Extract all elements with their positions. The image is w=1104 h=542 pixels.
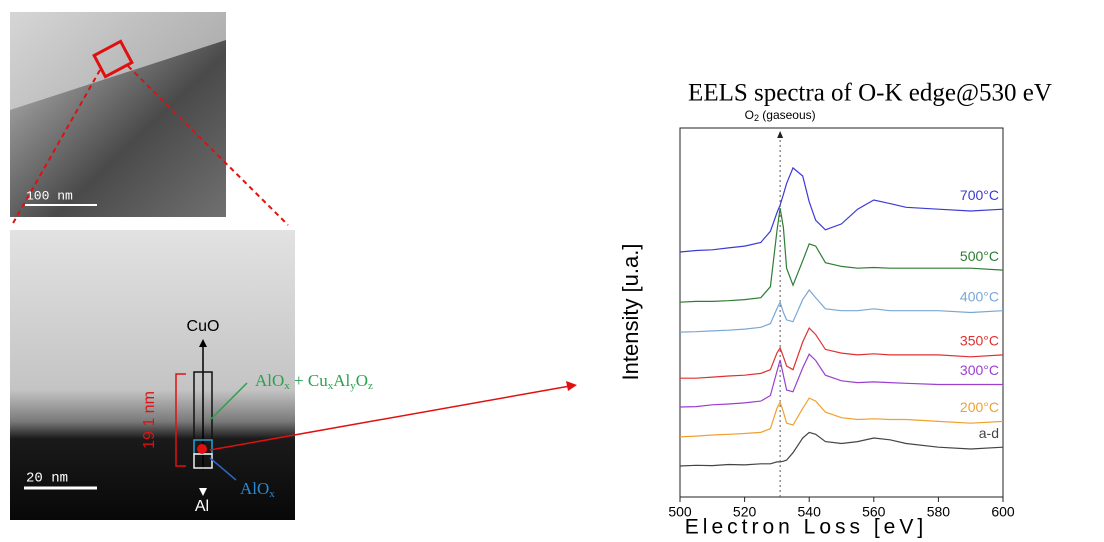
thickness-label: 19.1 nm — [141, 391, 158, 449]
x-tick-label: 560 — [862, 504, 886, 520]
region-box — [193, 453, 213, 469]
y-axis-label: Intensity [u.a.] — [618, 244, 643, 381]
label-part: x — [269, 488, 275, 500]
annotation-part: (gaseous) — [759, 108, 816, 122]
annotation-part: O — [745, 108, 754, 122]
label-part: + Cu — [290, 371, 328, 390]
chart-title: EELS spectra of O-K edge@530 eV — [688, 80, 1052, 107]
spectrum — [679, 397, 1004, 438]
label-part: AlO — [240, 479, 269, 498]
marker-arrowhead — [777, 131, 784, 138]
x-tick-label: 580 — [927, 504, 951, 520]
annotation-part: 2 — [754, 113, 759, 123]
spectrum — [679, 207, 1004, 303]
pointer — [209, 382, 248, 421]
scale-label: 100 nm — [26, 188, 73, 203]
series-label: 200°C — [960, 399, 999, 415]
spectrum — [679, 431, 1004, 467]
x-tick-label: 600 — [991, 504, 1015, 520]
spectrum — [679, 353, 1003, 408]
label-part: AlO — [255, 371, 284, 390]
label-part: y — [350, 380, 356, 392]
label-part: O — [356, 371, 368, 390]
mixed-oxide-label: AlOx + CuxAlyOz — [255, 371, 373, 392]
annotation: O2 (gaseous) — [745, 108, 816, 123]
series-label: 700°C — [960, 187, 999, 203]
spectrum — [680, 326, 1004, 379]
series-label: a-d — [979, 425, 999, 441]
zoom-box — [92, 39, 134, 79]
cuo-label: CuO — [187, 318, 220, 335]
zoom-line — [11, 69, 101, 226]
x-tick-label: 540 — [798, 504, 822, 520]
scale-label: 20 nm — [26, 471, 68, 487]
series-label: 500°C — [960, 248, 999, 264]
spectrum — [679, 289, 1004, 333]
x-tick-label: 520 — [733, 504, 757, 520]
arrowhead — [199, 488, 207, 496]
alox-label: AlOx — [240, 479, 275, 500]
label-part: z — [368, 380, 373, 392]
al-label: Al — [195, 498, 209, 515]
arrowhead — [199, 339, 207, 347]
series-label: 350°C — [960, 333, 999, 349]
x-axis-label: Electron Loss [eV] — [685, 516, 927, 539]
series-label: 400°C — [960, 288, 999, 304]
plot-frame — [679, 127, 1004, 498]
link-arrow — [209, 385, 571, 451]
arrowhead — [566, 381, 577, 391]
cuo-layer — [10, 12, 226, 110]
pointer — [209, 457, 237, 481]
probe — [197, 444, 207, 454]
zoom-line — [127, 65, 289, 226]
x-tick-label: 500 — [668, 504, 692, 520]
label-part: x — [328, 380, 334, 392]
tem-image-bottom — [10, 230, 295, 520]
series-label: 300°C — [960, 362, 999, 378]
label-part: x — [284, 380, 290, 392]
label-part: Al — [333, 371, 350, 390]
bracket — [175, 373, 186, 467]
spectrum — [679, 166, 1004, 253]
